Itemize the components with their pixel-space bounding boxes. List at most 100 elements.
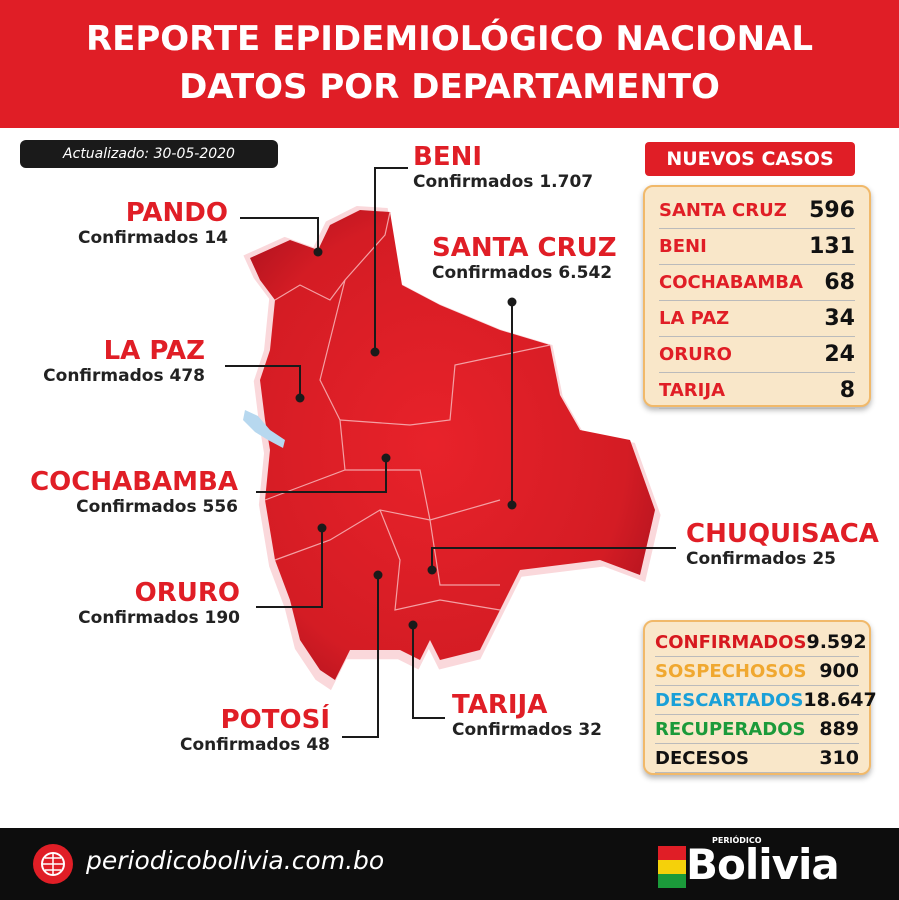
department-name: PANDO <box>125 198 228 228</box>
confirmed-value: 48 <box>306 735 330 755</box>
total-value: 900 <box>819 660 859 682</box>
confirmed-value: 25 <box>812 549 836 569</box>
department-confirmed: Confirmados 32 <box>452 720 602 740</box>
brand-flag <box>658 846 686 888</box>
new-cases-value: 596 <box>809 198 855 223</box>
brand: Bolivia <box>686 840 840 889</box>
title-line: REPORTE EPIDEMIOLÓGICO NACIONAL <box>85 19 814 59</box>
totals-row: DECESOS 310 <box>655 744 859 773</box>
confirmed-label: Confirmados <box>78 608 199 628</box>
department-confirmed: Confirmados 478 <box>43 366 205 386</box>
department-confirmed: Confirmados 1.707 <box>413 172 593 192</box>
department-label: POTOSÍ Confirmados 48 <box>180 705 330 755</box>
map <box>225 167 676 738</box>
department-borders <box>264 211 551 611</box>
confirmed-value: 478 <box>169 366 206 386</box>
total-value: 18.647 <box>803 689 877 711</box>
department: BENI <box>659 236 707 257</box>
department: SANTA CRUZ <box>659 200 787 221</box>
total-label: SOSPECHOSOS <box>655 660 807 682</box>
brand-small: PERIÓDICO <box>712 836 762 845</box>
updated-date: Actualizado: 30-05-2020 <box>20 140 278 168</box>
new-cases-value: 68 <box>824 270 855 295</box>
department-confirmed: Confirmados 25 <box>686 549 879 569</box>
department-confirmed: Confirmados 14 <box>78 228 228 248</box>
new-cases-table: SANTA CRUZ 596 BENI 131 COCHABAMBA 68 LA PAZ 34… <box>643 185 871 409</box>
website: periodicobolivia.com.bo <box>86 846 385 875</box>
department-label: LA PAZ Confirmados 478 <box>43 336 205 386</box>
department-label: CHUQUISACA Confirmados 25 <box>686 519 879 569</box>
department-label: ORURO Confirmados 190 <box>78 578 240 628</box>
new-cases-value: 24 <box>824 342 855 367</box>
total-value: 9.592 <box>806 631 867 653</box>
new-cases-value: 34 <box>824 306 855 331</box>
title-line: DATOS POR DEPARTAMENTO <box>179 67 720 107</box>
department: ORURO <box>659 344 732 365</box>
leader-dot <box>507 297 517 307</box>
department: LA PAZ <box>659 308 730 329</box>
department-confirmed: Confirmados 48 <box>180 735 330 755</box>
confirmed-value: 32 <box>578 720 602 740</box>
confirmed-value: 14 <box>204 228 228 248</box>
leader-line <box>374 167 408 352</box>
new-cases-label: NUEVOS CASOS <box>666 148 834 170</box>
footer: periodicobolivia.com.bo PERIÓDICO Bolivi… <box>0 828 899 900</box>
confirmed-value: 1.707 <box>539 172 594 192</box>
department-label: SANTA CRUZ Confirmados 6.542 <box>432 233 617 283</box>
totals-row: CONFIRMADOS 9.592 <box>655 628 867 657</box>
department-name: SANTA CRUZ <box>432 233 617 263</box>
leader-dot <box>507 500 517 510</box>
total-label: CONFIRMADOS <box>655 631 807 653</box>
leader-dot <box>313 247 323 257</box>
new-cases-row: LA PAZ 34 <box>659 301 855 337</box>
totals-table: CONFIRMADOS 9.592 SOSPECHOSOS 900 DESCARTADO… <box>643 620 877 775</box>
department-name: COCHABAMBA <box>30 467 238 497</box>
confirmed-value: 190 <box>204 608 241 628</box>
department: TARIJA <box>659 380 725 401</box>
new-cases-value: 131 <box>809 234 855 259</box>
department: COCHABAMBA <box>659 272 803 293</box>
leader-line <box>412 625 445 719</box>
department-confirmed: Confirmados 190 <box>78 608 240 628</box>
leader-line <box>225 365 301 398</box>
department-name: BENI <box>413 142 483 172</box>
leader-dot <box>373 570 383 580</box>
web-icon <box>33 844 73 884</box>
department-label: PANDO Confirmados 14 <box>78 198 228 248</box>
totals-row: SOSPECHOSOS 900 <box>655 657 859 686</box>
leader-dot <box>427 565 437 575</box>
leader-dot <box>381 453 391 463</box>
new-cases-row: COCHABAMBA 68 <box>659 265 855 301</box>
total-label: RECUPERADOS <box>655 718 806 740</box>
leader-dot <box>317 523 327 533</box>
new-cases-title: NUEVOS CASOS 861 <box>645 142 855 204</box>
department-label: TARIJA Confirmados 32 <box>452 690 602 740</box>
department-label: COCHABAMBA Confirmados 556 <box>30 467 238 517</box>
confirmed-label: Confirmados <box>76 497 197 517</box>
total-value: 310 <box>819 747 859 769</box>
leader-line <box>256 458 387 493</box>
new-cases-row: TARIJA 8 <box>659 373 855 409</box>
bolivia <box>250 210 655 680</box>
department-name: TARIJA <box>452 690 548 720</box>
totals-row: DESCARTADOS 18.647 <box>655 686 877 715</box>
leader-line <box>240 217 319 252</box>
totals-row: RECUPERADOS 889 <box>655 715 859 744</box>
total-label: DESCARTADOS <box>655 689 804 711</box>
department-confirmed: Confirmados 556 <box>30 497 238 517</box>
new-cases-row: ORURO 24 <box>659 337 855 373</box>
leader-dot <box>408 620 418 630</box>
confirmed-value: 6.542 <box>558 263 613 283</box>
confirmed-value: 556 <box>202 497 239 517</box>
total-value: 889 <box>819 718 859 740</box>
confirmed-label: Confirmados <box>180 735 301 755</box>
new-cases-row: SANTA CRUZ 596 <box>659 193 855 229</box>
confirmed-label: Confirmados <box>452 720 573 740</box>
new-cases-row: BENI 131 <box>659 229 855 265</box>
leader-dot <box>370 347 380 357</box>
confirmed-label: Confirmados <box>686 549 807 569</box>
header: REPORTE EPIDEMIOLÓGICO NACIONAL DATOS PO… <box>0 0 899 128</box>
department-name: POTOSÍ <box>220 705 330 735</box>
confirmed-label: Confirmados <box>43 366 164 386</box>
